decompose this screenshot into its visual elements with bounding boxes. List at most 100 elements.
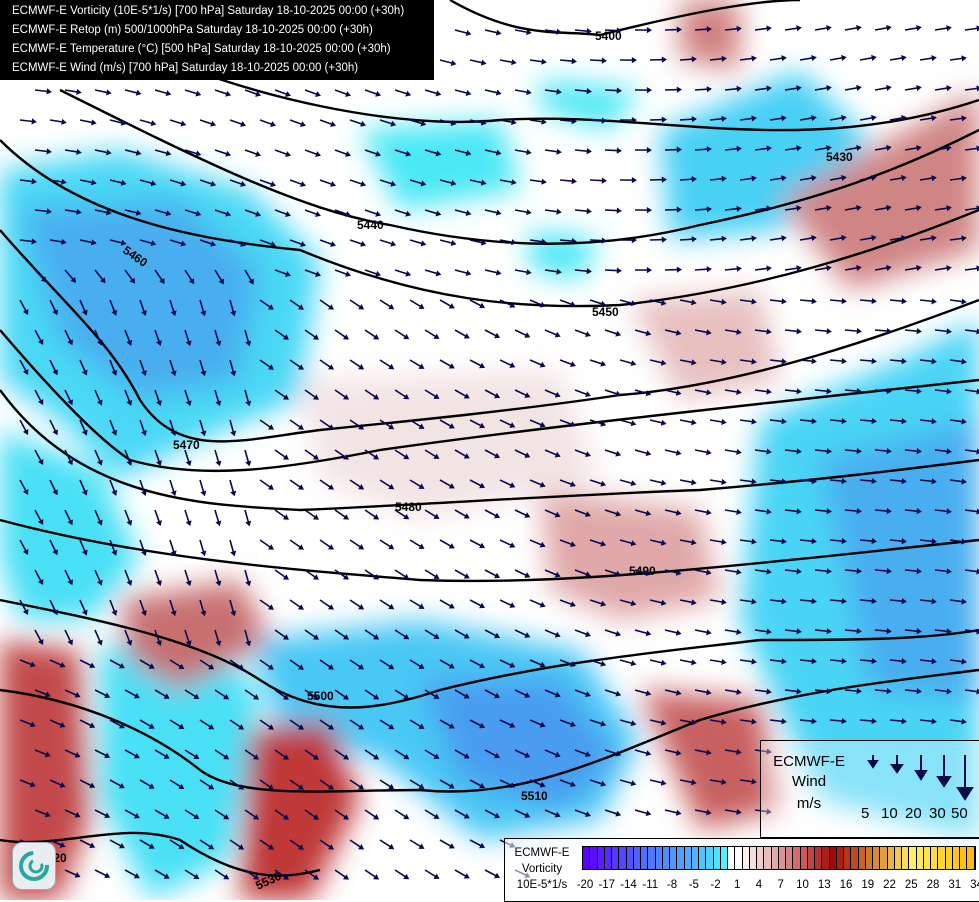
- colorbar-cell: [612, 847, 619, 869]
- colorbar-tick: 34: [970, 879, 979, 891]
- contour-label: 5510: [521, 789, 548, 803]
- wind-arrow-head-icon: [856, 25, 862, 31]
- wind-arrow-head-icon: [631, 720, 637, 726]
- wind-arrow-head-icon: [556, 209, 562, 215]
- wind-arrow-head-icon: [827, 328, 832, 334]
- colorbar-tick: 28: [927, 879, 940, 891]
- wind-arrow-head-icon: [721, 236, 726, 242]
- wind-arrow-head-icon: [707, 86, 712, 92]
- wind-arrow-head-icon: [857, 328, 862, 334]
- wind-arrow-head-icon: [526, 209, 532, 215]
- colorbar-tick: -17: [598, 879, 615, 891]
- wind-info: ECMWF-E Wind (m/s) [700 hPa] Saturday 18…: [12, 59, 424, 78]
- wind-arrow-head-icon: [826, 85, 832, 91]
- wind-arrow-head-icon: [46, 148, 51, 154]
- wind-arrow-head-icon: [451, 240, 457, 246]
- wind-arrow-head-icon: [721, 539, 727, 545]
- colorbar-cell: [634, 847, 641, 869]
- wind-arrow-head-icon: [736, 629, 742, 635]
- colorbar-cell: [844, 847, 851, 869]
- wind-arrow-head-icon: [736, 389, 742, 395]
- colorbar-tick: 13: [818, 879, 831, 891]
- colorbar-cell: [743, 847, 750, 869]
- wind-arrow-head-icon: [901, 55, 907, 61]
- colorbar-cell: [808, 847, 815, 869]
- wind-arrow-head-icon: [496, 210, 502, 216]
- arrow-10-head-icon: [892, 765, 902, 772]
- colorbar-cell: [699, 847, 706, 869]
- swirl-logo-icon: [13, 843, 55, 889]
- speed-label: 30: [929, 805, 946, 822]
- wind-arrow-head-icon: [31, 118, 36, 124]
- wind-arrow-head-icon: [602, 238, 607, 244]
- wind-arrow-head-icon: [76, 149, 82, 155]
- wind-arrow-head-icon: [646, 810, 652, 816]
- colorbar-tick: 25: [905, 879, 918, 891]
- wind-arrow-head-icon: [646, 450, 652, 456]
- wind-arrow-head-icon: [587, 148, 592, 154]
- wind-arrow-head-icon: [872, 358, 877, 364]
- colorbar-cell: [801, 847, 808, 869]
- colorbar-variable: Vorticity: [507, 861, 577, 877]
- wind-arrow-head-icon: [91, 119, 97, 125]
- arrow-50-head-icon: [958, 788, 972, 799]
- wind-arrow-head-icon: [151, 120, 157, 126]
- colorbar-cell: [648, 847, 655, 869]
- speed-label: 5: [861, 805, 869, 822]
- wind-arrow-head-icon: [632, 177, 637, 183]
- colorbar-tick: 31: [948, 879, 961, 891]
- wind-arrow-head-icon: [721, 479, 727, 485]
- wind-arrow-head-icon: [946, 85, 952, 91]
- wind-arrow-head-icon: [721, 419, 727, 425]
- colorbar-cell: [960, 847, 967, 869]
- colorbar-tick: 10: [796, 879, 809, 891]
- colorbar-cell: [750, 847, 757, 869]
- wind-arrow-head-icon: [647, 267, 652, 273]
- wind-arrow-head-icon: [886, 25, 892, 31]
- wind-arrow-head-icon: [647, 147, 652, 153]
- speed-label: 20: [905, 805, 922, 822]
- colorbar-cell: [793, 847, 800, 869]
- wind-arrow-head-icon: [230, 431, 236, 437]
- wind-arrow-head-icon: [691, 479, 697, 485]
- wind-arrow-head-icon: [466, 210, 472, 216]
- colorbar-cell: [880, 847, 887, 869]
- wind-arrow-head-icon: [781, 235, 787, 241]
- wind-arrow-head-icon: [766, 389, 772, 395]
- wind-arrow-head-icon: [707, 266, 712, 272]
- wind-arrow-head-icon: [541, 179, 547, 185]
- colorbar-cell: [822, 847, 829, 869]
- colorbar-cell: [946, 847, 953, 869]
- contour-label: 5490: [629, 564, 656, 578]
- colorbar-tick: -20: [577, 879, 594, 891]
- wind-arrow-head-icon: [661, 780, 667, 786]
- wind-arrow-head-icon: [706, 689, 712, 695]
- wind-arrow-head-icon: [541, 59, 547, 65]
- colorbar-unit: 10E-5*1/s: [507, 877, 577, 893]
- wind-arrow-head-icon: [931, 55, 937, 61]
- colorbar-tick: -11: [642, 879, 658, 891]
- wind-arrow-head-icon: [706, 629, 712, 635]
- colorbar-cell: [619, 847, 626, 869]
- colorbar-cell: [830, 847, 837, 869]
- wind-arrow-head-icon: [781, 55, 787, 61]
- colorbar-cell: [728, 847, 735, 869]
- colorbar-cell: [656, 847, 663, 869]
- colorbar-cell: [873, 847, 880, 869]
- wind-arrow-head-icon: [826, 265, 832, 271]
- wind-arrow-head-icon: [245, 521, 251, 527]
- colorbar-cell: [721, 847, 728, 869]
- colorbar-cell: [917, 847, 924, 869]
- wind-arrow-head-icon: [812, 358, 817, 364]
- wind-arrow-head-icon: [677, 267, 682, 273]
- colorbar-cell: [953, 847, 960, 869]
- colorbar-cell: [685, 847, 692, 869]
- wind-arrow-head-icon: [496, 30, 502, 36]
- colorbar-cell: [895, 847, 902, 869]
- colorbar-tick: 22: [883, 879, 896, 891]
- wind-arrow-head-icon: [631, 360, 637, 366]
- arrow-5-head-icon: [869, 761, 877, 767]
- wind-arrow-head-icon: [602, 58, 607, 64]
- wind-arrow-head-icon: [796, 388, 801, 394]
- wind-arrow-head-icon: [856, 85, 862, 91]
